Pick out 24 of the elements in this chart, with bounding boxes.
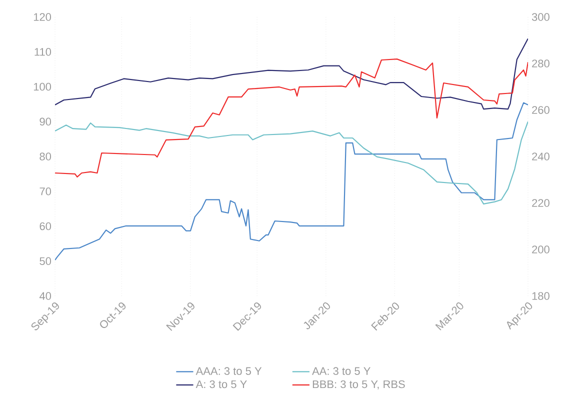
legend-label: AAA: 3 to 5 Y (196, 367, 262, 375)
y2-tick-label: 260 (532, 106, 550, 114)
y-tick-label: 70 (40, 187, 52, 196)
y-tick-label: 90 (40, 118, 52, 126)
line-series (55, 121, 528, 204)
y2-tick-label: 220 (532, 199, 550, 207)
y-tick-label: 60 (40, 222, 52, 230)
y2-tick-label: 300 (532, 13, 550, 21)
line-series (55, 102, 528, 261)
y-tick-label: 110 (34, 48, 52, 56)
y-tick-label: 50 (40, 257, 52, 266)
y-tick-label: 100 (34, 82, 52, 91)
y-tick-label: 40 (39, 292, 52, 300)
legend-label: A: 3 to 5 Y (196, 380, 247, 388)
legend-label: BBB: 3 to 5 Y, RBS (312, 380, 405, 390)
y2-tick-label: 180 (532, 292, 550, 300)
y2-tick-label: 280 (532, 60, 550, 68)
line-series (55, 38, 528, 110)
y-tick-label: 80 (40, 152, 52, 160)
y2-tick-label: 200 (532, 246, 550, 254)
y-tick-label: 120 (34, 13, 52, 21)
legend-label: AA: 3 to 5 Y (312, 367, 370, 375)
y2-tick-label: 240 (532, 152, 550, 160)
line-series (55, 58, 528, 178)
